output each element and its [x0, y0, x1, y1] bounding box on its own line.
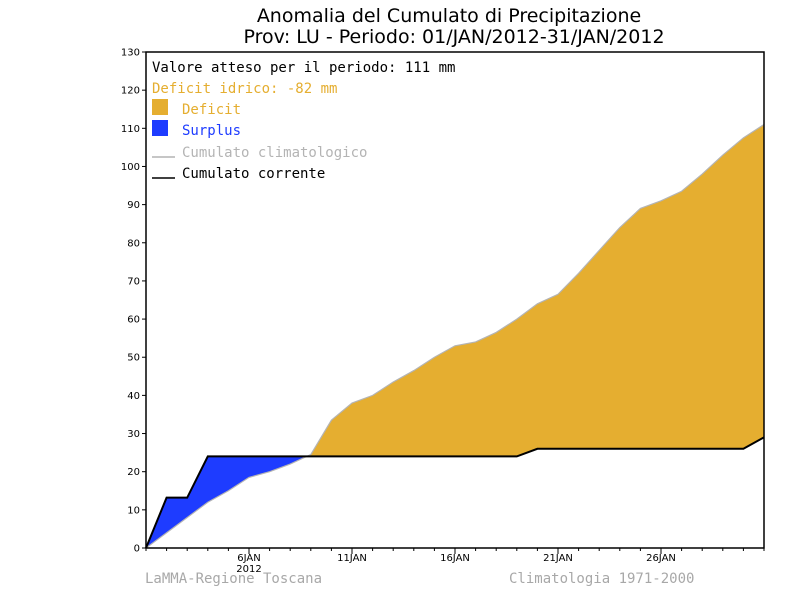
legend-deficit-label: Deficit — [182, 102, 241, 118]
y-tick-label: 10 — [127, 505, 140, 516]
footer-climatology: Climatologia 1971-2000 — [509, 571, 694, 587]
legend-surplus-label: Surplus — [182, 123, 241, 139]
chart-title: Anomalia del Cumulato di Precipitazione — [257, 5, 641, 27]
legend-current-label: Cumulato corrente — [182, 166, 325, 182]
series-lines — [145, 123, 765, 549]
climatological-line — [145, 123, 765, 549]
legend-deficit-swatch — [152, 99, 168, 115]
area-fills — [146, 124, 764, 548]
legend-climatological-label: Cumulato climatologico — [182, 145, 367, 161]
y-tick-label: 110 — [121, 124, 140, 135]
y-tick-label: 30 — [127, 429, 140, 440]
y-tick-label: 100 — [121, 162, 140, 173]
x-tick-label: 21JAN — [543, 553, 573, 564]
y-tick-label: 130 — [121, 48, 140, 59]
x-tick-label: 26JAN — [646, 553, 676, 564]
y-tick-label: 50 — [127, 353, 140, 364]
x-tick-label: 6JAN — [237, 553, 260, 564]
chart-subtitle: Prov: LU - Periodo: 01/JAN/2012-31/JAN/2… — [243, 26, 664, 48]
expected-value-text: Valore atteso per il periodo: 111 mm — [152, 60, 455, 76]
x-tick-label: 11JAN — [337, 553, 367, 564]
y-tick-label: 40 — [127, 391, 140, 402]
y-tick-label: 70 — [127, 276, 140, 287]
legend: Valore atteso per il periodo: 111 mm Def… — [152, 60, 455, 182]
y-tick-label: 80 — [127, 238, 140, 249]
y-tick-label: 120 — [121, 86, 140, 97]
deficit-value-text: Deficit idrico: -82 mm — [152, 81, 337, 97]
x-tick-sublabel: 2012 — [236, 564, 261, 575]
x-tick-label: 16JAN — [440, 553, 470, 564]
footer-source: LaMMA-Regione Toscana — [145, 571, 322, 587]
y-tick-label: 60 — [127, 315, 140, 326]
current-line — [145, 436, 765, 549]
y-tick-label: 90 — [127, 200, 140, 211]
y-tick-label: 20 — [127, 467, 140, 478]
deficit-area — [307, 124, 764, 457]
legend-surplus-swatch — [152, 120, 168, 136]
surplus-area — [146, 456, 307, 548]
y-axis: 0 10 20 30 40 50 60 70 80 90 100 110 120 130 — [121, 48, 146, 555]
y-tick-label: 0 — [134, 544, 140, 555]
